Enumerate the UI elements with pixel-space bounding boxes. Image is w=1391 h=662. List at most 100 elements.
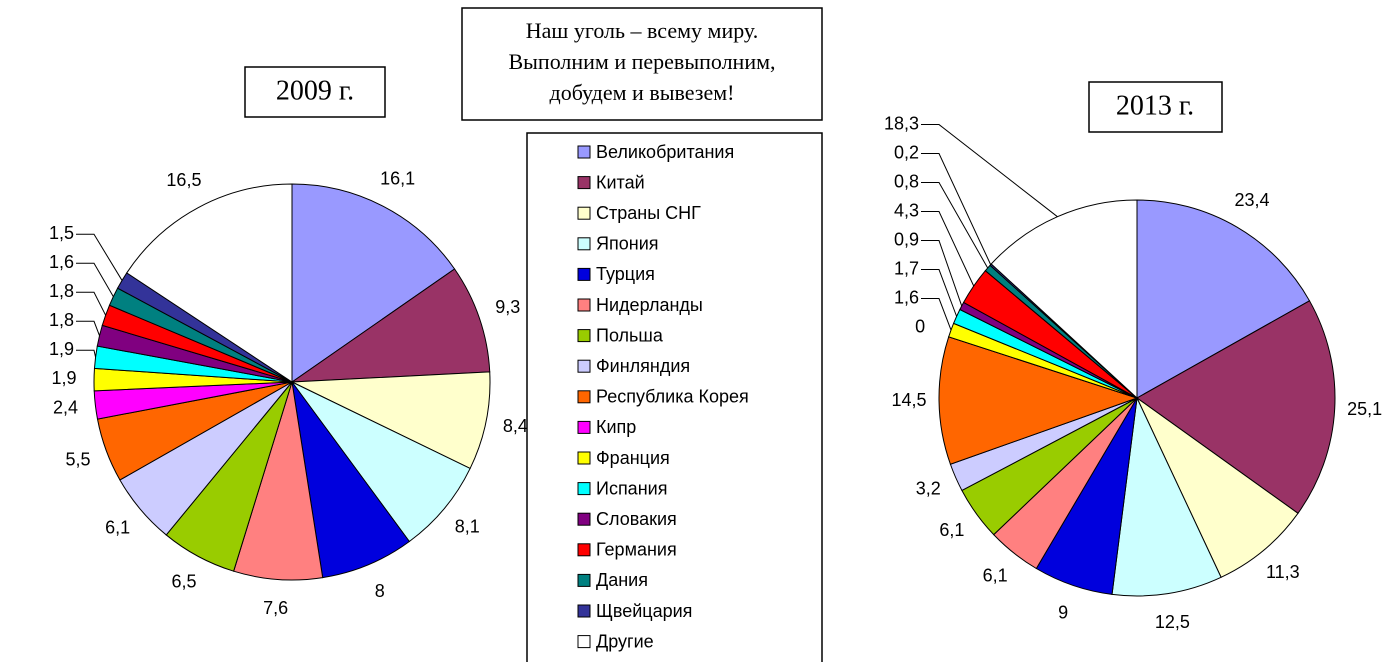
header-line: Выполним и перевыполним, [508, 49, 775, 74]
header-box [461, 7, 823, 121]
data-label: 3,2 [916, 478, 941, 498]
legend-label: Финляндия [596, 356, 690, 376]
legend-swatch [577, 176, 591, 190]
pie-slice [126, 183, 293, 383]
legend-label: Германия [596, 540, 677, 560]
data-label: 14,5 [891, 390, 926, 410]
legend-swatch [577, 237, 591, 251]
data-label: 11,3 [1266, 562, 1300, 582]
legend-swatch [577, 206, 591, 220]
legend-label: Кипр [596, 417, 636, 437]
data-label: 9 [1058, 602, 1068, 622]
legend-swatch [577, 573, 591, 587]
data-label: 12,5 [1155, 612, 1190, 632]
data-label: 2,4 [53, 397, 78, 417]
pie-slice [291, 183, 456, 383]
data-label: 1,8 [49, 281, 74, 301]
legend-label: Словакия [596, 509, 677, 529]
pie-slice [1135, 396, 1299, 578]
leader-line [76, 291, 107, 316]
pie-slice [938, 336, 1139, 465]
header-line: добудем и вывезем! [550, 80, 735, 105]
data-label: 0,8 [894, 171, 919, 191]
leader-line [921, 269, 958, 317]
legend-swatch [577, 451, 591, 465]
legend-label: Турция [596, 264, 655, 284]
pie-slice [1111, 396, 1222, 597]
data-label: 1,5 [49, 223, 74, 243]
pie-slice [1136, 300, 1336, 514]
data-label: 1,9 [52, 368, 77, 388]
legend-label: Франция [596, 448, 670, 468]
legend-label: Испания [596, 478, 667, 498]
leader-line [921, 211, 975, 287]
data-label: 1,9 [49, 339, 74, 359]
data-label: 6,1 [939, 520, 964, 540]
legend-label: Япония [596, 234, 659, 254]
legend-label: Дания [596, 570, 648, 590]
leader-line [921, 153, 992, 265]
header-line: Наш уголь – всему миру. [526, 18, 758, 43]
data-label: 4,3 [894, 200, 919, 220]
data-label: 9,3 [495, 297, 520, 317]
legend-swatch [577, 635, 591, 649]
legend-swatch [577, 390, 591, 404]
legend-swatch [577, 512, 591, 526]
data-label: 0,9 [894, 229, 919, 249]
legend-box [526, 132, 823, 662]
legend-swatch [577, 482, 591, 496]
legend-swatch [577, 359, 591, 373]
title-box [244, 66, 386, 118]
legend-label: Другие [596, 631, 654, 651]
leader-line [76, 349, 97, 358]
data-label: 1,6 [894, 287, 919, 307]
legend-label: Великобритания [596, 142, 734, 162]
pie-slice [291, 381, 471, 543]
data-label: 1,6 [49, 252, 74, 272]
data-label: 7,6 [263, 598, 288, 618]
data-label: 25,1 [1347, 399, 1382, 419]
pie-slice [990, 199, 1138, 400]
data-label: 5,5 [66, 450, 91, 470]
data-label: 0,2 [894, 142, 919, 162]
pie-slice [291, 381, 411, 579]
data-label: 6,1 [983, 565, 1008, 585]
legend-swatch [577, 604, 591, 618]
legend-swatch [577, 329, 591, 343]
legend-swatch [577, 420, 591, 434]
data-label: 1,8 [49, 310, 74, 330]
pie-slice [1136, 199, 1311, 399]
legend-swatch [577, 145, 591, 159]
data-label: 1,7 [894, 258, 919, 278]
data-label: 18,3 [884, 113, 919, 133]
data-label: 6,1 [105, 518, 130, 538]
chart-title: 2009 г. [276, 75, 354, 106]
data-label: 0 [915, 316, 925, 336]
data-label: 6,5 [171, 572, 196, 592]
data-label: 8 [375, 581, 385, 601]
leader-line [921, 124, 1058, 218]
legend-label: Польша [596, 325, 664, 345]
legend-swatch [577, 543, 591, 557]
legend-label: Китай [596, 172, 645, 192]
legend-label: Щвейцария [596, 601, 692, 621]
data-label: 8,4 [503, 416, 528, 436]
chart-title: 2013 г. [1116, 90, 1194, 121]
pie-slice [291, 371, 491, 470]
legend-label: Страны СНГ [596, 203, 701, 223]
leader-line [76, 233, 123, 281]
leader-line [76, 262, 114, 297]
leader-line [921, 298, 952, 331]
legend-swatch [577, 298, 591, 312]
data-label: 16,5 [166, 170, 201, 190]
leader-line [921, 240, 963, 307]
title-box [1088, 81, 1223, 133]
pie-slice [290, 268, 491, 383]
legend-swatch [577, 267, 591, 281]
legend-label: Нидерланды [596, 295, 703, 315]
data-label: 8,1 [455, 517, 480, 537]
leader-line [76, 320, 100, 336]
data-label: 16,1 [380, 169, 415, 189]
legend-label: Республика Корея [596, 387, 749, 407]
